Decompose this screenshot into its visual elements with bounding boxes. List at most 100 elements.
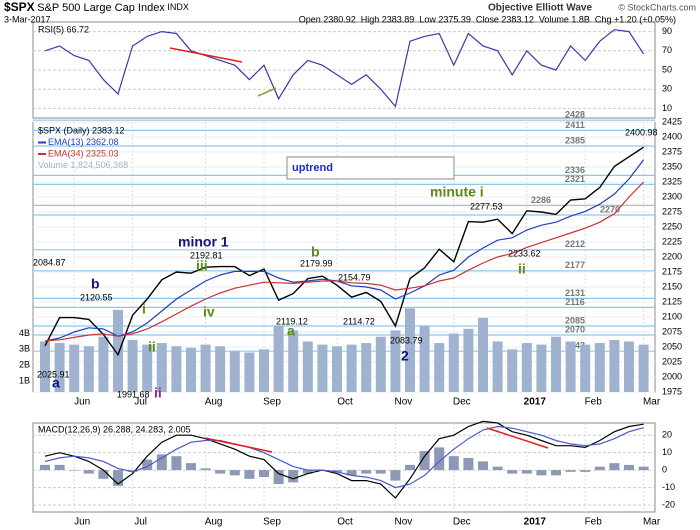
wave-label: 2 bbox=[401, 348, 409, 364]
volume-bar bbox=[580, 344, 591, 392]
volume-bar bbox=[142, 344, 153, 392]
volume-bar bbox=[83, 346, 94, 392]
volume-bar bbox=[624, 341, 634, 392]
x-tick-label: Oct bbox=[337, 397, 353, 408]
histogram-bar bbox=[200, 468, 211, 471]
histogram-bar bbox=[390, 470, 401, 481]
wave-label: ii bbox=[154, 385, 162, 401]
y-tick-label: 2175 bbox=[662, 266, 682, 276]
trend-line bbox=[257, 87, 277, 97]
y-tick-label: 2100 bbox=[662, 311, 682, 321]
level-label: 2116 bbox=[565, 297, 585, 307]
x-tick-label: Dec bbox=[453, 517, 471, 528]
histogram-bar bbox=[186, 463, 196, 471]
histogram-bar bbox=[332, 470, 342, 472]
level-label: 2070 bbox=[565, 324, 585, 334]
volume-bar bbox=[463, 328, 474, 392]
y-tick-label: 2400 bbox=[662, 131, 682, 141]
volume-bar bbox=[54, 343, 65, 392]
wave-label: ii bbox=[148, 339, 156, 355]
series-line bbox=[44, 159, 645, 342]
y-tick-label: 70 bbox=[662, 45, 672, 55]
x-tick-label: Sep bbox=[263, 397, 281, 408]
histogram-bar bbox=[361, 470, 372, 474]
wave-label: minute i bbox=[430, 184, 484, 200]
wave-label: a bbox=[52, 375, 60, 391]
trend-line bbox=[204, 437, 273, 453]
volume-bar bbox=[332, 346, 342, 392]
series-line bbox=[44, 425, 644, 489]
volume-bar bbox=[229, 350, 240, 392]
series-line bbox=[44, 29, 645, 108]
histogram-bar bbox=[288, 470, 299, 483]
volume-bar bbox=[361, 343, 372, 392]
y-tick-label: 2350 bbox=[662, 161, 682, 171]
volume-bar bbox=[259, 349, 269, 392]
price-label: 2154.79 bbox=[338, 272, 371, 282]
volume-bar bbox=[594, 343, 605, 392]
y-tick-label: 2200 bbox=[662, 251, 682, 261]
level-label: 2411 bbox=[565, 120, 585, 130]
volume-bar bbox=[302, 341, 313, 392]
wave-label: minor 1 bbox=[178, 234, 229, 250]
legend-entry: EMA(13) 2362.08 bbox=[48, 137, 119, 147]
wave-label: iv bbox=[203, 304, 215, 320]
volume-bar bbox=[405, 308, 415, 392]
y-tick-label: -10 bbox=[662, 482, 675, 492]
histogram-bar bbox=[127, 470, 138, 472]
author: Objective Elliott Wave bbox=[488, 3, 593, 14]
histogram-bar bbox=[448, 456, 459, 471]
histogram-bar bbox=[434, 447, 445, 471]
price-label: 2233.62 bbox=[508, 248, 541, 258]
histogram-bar bbox=[69, 470, 80, 471]
y-tick-label: -20 bbox=[662, 499, 675, 509]
legend-entry: Volume 1,824,506,368 bbox=[38, 160, 128, 170]
y-tick-label: 2300 bbox=[662, 191, 682, 201]
volume-bar bbox=[288, 330, 299, 392]
y-tick-label: 2075 bbox=[662, 326, 682, 336]
y-tick-label: 2000 bbox=[662, 371, 682, 381]
histogram-bar bbox=[40, 464, 50, 471]
wave-label: i bbox=[142, 301, 146, 317]
quote: Open 2380.92 High 2383.89 Low 2375.39 Cl… bbox=[299, 14, 676, 24]
volume-bar bbox=[478, 317, 488, 392]
trend-line bbox=[169, 47, 243, 63]
volume-bar bbox=[346, 344, 357, 392]
x-tick-label: Sep bbox=[263, 517, 281, 528]
y-tick-label: 2425 bbox=[662, 116, 682, 126]
histogram-bar bbox=[229, 470, 240, 476]
uptrend-box bbox=[286, 156, 455, 180]
histogram-bar bbox=[609, 463, 620, 471]
histogram-bar bbox=[594, 466, 605, 471]
price-label: 2025.91 bbox=[37, 369, 70, 379]
histogram-bar bbox=[273, 470, 284, 485]
histogram-bar bbox=[521, 470, 532, 474]
histogram-bar bbox=[98, 470, 109, 479]
y-tick-label: 1975 bbox=[662, 386, 682, 396]
level-label: 2270 bbox=[600, 204, 620, 214]
y-tick-label: 2125 bbox=[662, 296, 682, 306]
y-tick-label: 10 bbox=[662, 447, 672, 457]
volume-bar bbox=[419, 325, 430, 392]
volume-bar bbox=[565, 341, 576, 392]
y-tick-label: 2325 bbox=[662, 176, 682, 186]
price-label: 2083.79 bbox=[390, 335, 423, 345]
y-tick-label: 0 bbox=[662, 464, 667, 474]
series-line bbox=[44, 420, 644, 499]
volume-bar bbox=[536, 344, 547, 392]
volume-bar bbox=[200, 344, 211, 392]
volume-bar bbox=[244, 352, 255, 392]
histogram-bar bbox=[624, 464, 634, 471]
price-label: 2192.81 bbox=[190, 250, 223, 260]
level-label: 2177 bbox=[565, 260, 585, 270]
histogram-bar bbox=[302, 470, 313, 474]
level-label: 2085 bbox=[565, 315, 585, 325]
level-label: 2212 bbox=[565, 239, 585, 249]
price-label: 2114.72 bbox=[343, 316, 375, 326]
date: 3-Mar-2017 bbox=[4, 14, 51, 24]
histogram-bar bbox=[113, 470, 123, 486]
x-tick-label: Nov bbox=[395, 397, 413, 408]
volume-bar bbox=[69, 344, 80, 392]
volume-bar bbox=[156, 343, 167, 392]
